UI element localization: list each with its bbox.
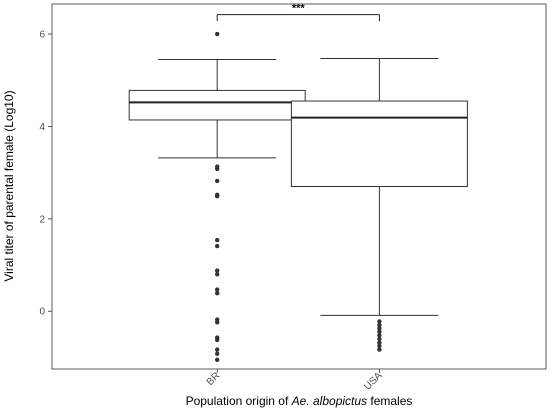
outlier-point	[214, 320, 220, 325]
y-tick-label: 6	[39, 30, 45, 41]
outlier-point	[377, 326, 382, 331]
box-group-br	[128, 31, 306, 362]
outlier-point	[377, 336, 382, 342]
x-axis-title-species: Ae. albopictus	[291, 394, 367, 408]
significance-bracket: ***	[216, 3, 380, 22]
y-tick-label: 2	[39, 214, 45, 225]
outlier-point	[377, 343, 382, 349]
x-tick-label: BR	[205, 370, 223, 388]
outlier-point	[214, 272, 220, 277]
y-tick-label: 0	[39, 307, 45, 318]
outlier-point	[214, 357, 220, 362]
iqr-box	[128, 89, 306, 121]
outlier-point	[377, 347, 382, 352]
outlier-point	[214, 237, 220, 243]
outlier-point	[214, 178, 220, 184]
x-axis-title-part: Population origin of	[186, 394, 292, 408]
outlier-point	[377, 333, 382, 338]
y-axis-title: Viral titer of parental female (Log10)	[2, 90, 16, 281]
outlier-point	[214, 194, 220, 199]
x-tick-label: USA	[362, 370, 385, 393]
outlier-point	[214, 31, 220, 37]
significance-label: ***	[292, 3, 306, 15]
outlier-point	[377, 340, 382, 345]
outlier-point	[214, 166, 220, 172]
x-axis-title-part: females	[367, 394, 412, 408]
box-group-usa	[290, 58, 468, 352]
outlier-point	[214, 291, 220, 296]
outlier-point	[214, 351, 220, 356]
outlier-point	[214, 287, 220, 292]
outlier-point	[214, 243, 220, 249]
outlier-point	[377, 319, 382, 324]
outlier-point	[377, 322, 382, 328]
chart-marks: ***	[128, 3, 468, 362]
outlier-point	[214, 347, 220, 352]
outlier-point	[377, 329, 382, 334]
outlier-point	[214, 268, 220, 273]
iqr-box	[290, 100, 468, 187]
x-axis-title: Population origin of Ae. albopictus fema…	[186, 394, 413, 408]
y-tick-label: 4	[39, 122, 45, 133]
outlier-point	[214, 337, 220, 343]
